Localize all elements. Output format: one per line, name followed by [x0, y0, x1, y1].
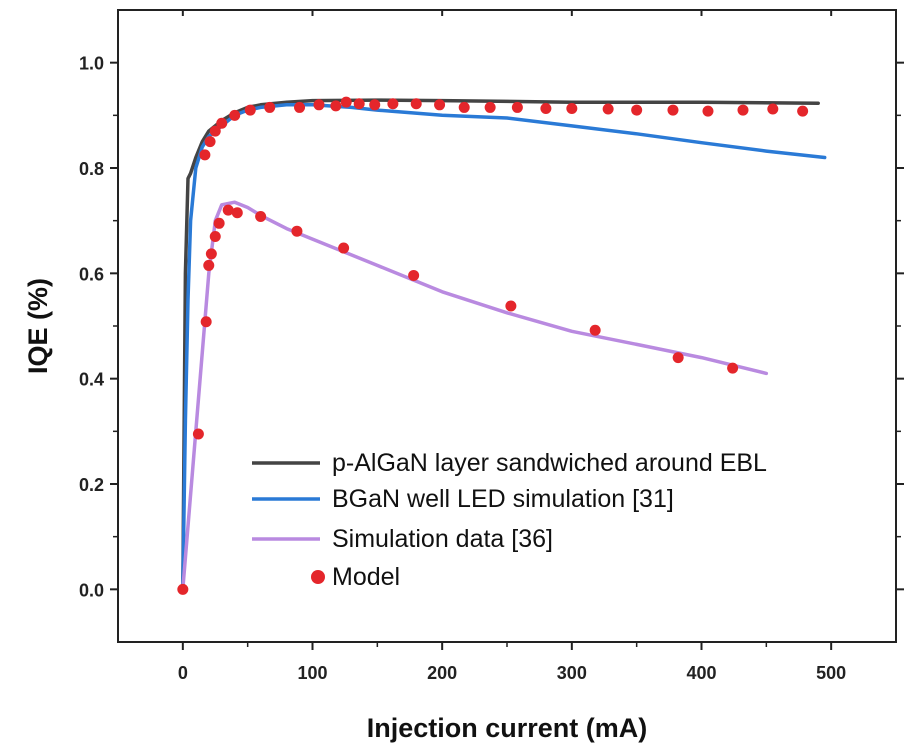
- model-point-42: [737, 104, 749, 116]
- model-point-10: [291, 225, 303, 237]
- y-tick-label: 0.6: [79, 264, 104, 284]
- model-point-12: [408, 269, 420, 281]
- model-point-23: [264, 101, 276, 113]
- x-tick-label: 100: [297, 663, 327, 683]
- axis-ticks: [110, 10, 904, 650]
- model-point-33: [458, 101, 470, 113]
- model-point-40: [667, 104, 679, 116]
- model-point-16: [727, 362, 739, 374]
- model-point-1: [192, 428, 204, 440]
- model-point-36: [540, 102, 552, 114]
- model-point-8: [231, 207, 243, 219]
- model-point-32: [434, 99, 446, 111]
- model-point-35: [511, 101, 523, 113]
- model-point-34: [484, 101, 496, 113]
- model-point-27: [340, 96, 352, 108]
- model-point-41: [702, 105, 714, 117]
- model-point-29: [369, 99, 381, 111]
- x-axis-title: Injection current (mA): [367, 713, 648, 743]
- y-tick-label: 0.8: [79, 159, 104, 179]
- model-point-24: [294, 101, 306, 113]
- model-point-22: [244, 104, 256, 116]
- legend-label-bgan: BGaN well LED simulation [31]: [332, 485, 674, 513]
- model-point-38: [602, 103, 614, 115]
- model-point-28: [353, 98, 365, 110]
- series-line-0: [181, 98, 820, 592]
- model-point-13: [505, 300, 517, 312]
- model-point-5: [209, 230, 221, 242]
- model-point-17: [199, 149, 211, 161]
- y-tick-label: 0.0: [79, 580, 104, 600]
- y-tick-label: 0.2: [79, 475, 104, 495]
- model-point-3: [203, 259, 215, 271]
- model-point-43: [767, 103, 779, 115]
- x-tick-label: 200: [427, 663, 457, 683]
- model-point-26: [330, 100, 342, 112]
- model-point-7: [222, 204, 234, 216]
- legend-label-model: Model: [332, 563, 400, 591]
- model-point-18: [204, 136, 216, 148]
- model-point-11: [338, 242, 350, 254]
- model-point-15: [672, 352, 684, 364]
- model-point-30: [387, 98, 399, 110]
- model-point-20: [216, 117, 228, 129]
- model-point-44: [797, 105, 809, 117]
- y-tick-label: 0.4: [79, 370, 104, 390]
- model-point-21: [229, 109, 241, 121]
- x-tick-label: 500: [816, 663, 846, 683]
- model-point-9: [255, 210, 267, 222]
- x-tick-labels: 0 100 200 300 400 500: [178, 663, 846, 683]
- x-tick-label: 300: [557, 663, 587, 683]
- model-point-19: [209, 125, 221, 137]
- series-layer: [177, 96, 827, 595]
- x-tick-label: 0: [178, 663, 188, 683]
- legend-label-p-algan: p-AlGaN layer sandwiched around EBL: [332, 449, 767, 477]
- y-axis-title: IQE (%): [23, 278, 53, 374]
- legend-label-simulation: Simulation data [36]: [332, 525, 553, 553]
- model-point-6: [213, 217, 225, 229]
- legend-marker-model: [311, 570, 325, 584]
- y-tick-label: 1.0: [79, 54, 104, 74]
- model-point-37: [566, 102, 578, 114]
- model-point-31: [410, 98, 422, 110]
- model-point-39: [631, 104, 643, 116]
- model-point-2: [200, 316, 212, 328]
- x-tick-label: 400: [686, 663, 716, 683]
- model-point-0: [177, 583, 189, 595]
- model-point-14: [589, 324, 601, 336]
- model-point-25: [313, 99, 325, 111]
- legend: p-AlGaN layer sandwiched around EBL BGaN…: [252, 449, 767, 591]
- y-tick-labels: 0.0 0.2 0.4 0.6 0.8 1.0: [79, 54, 104, 601]
- model-point-4: [205, 248, 217, 260]
- series-line-1: [181, 103, 827, 592]
